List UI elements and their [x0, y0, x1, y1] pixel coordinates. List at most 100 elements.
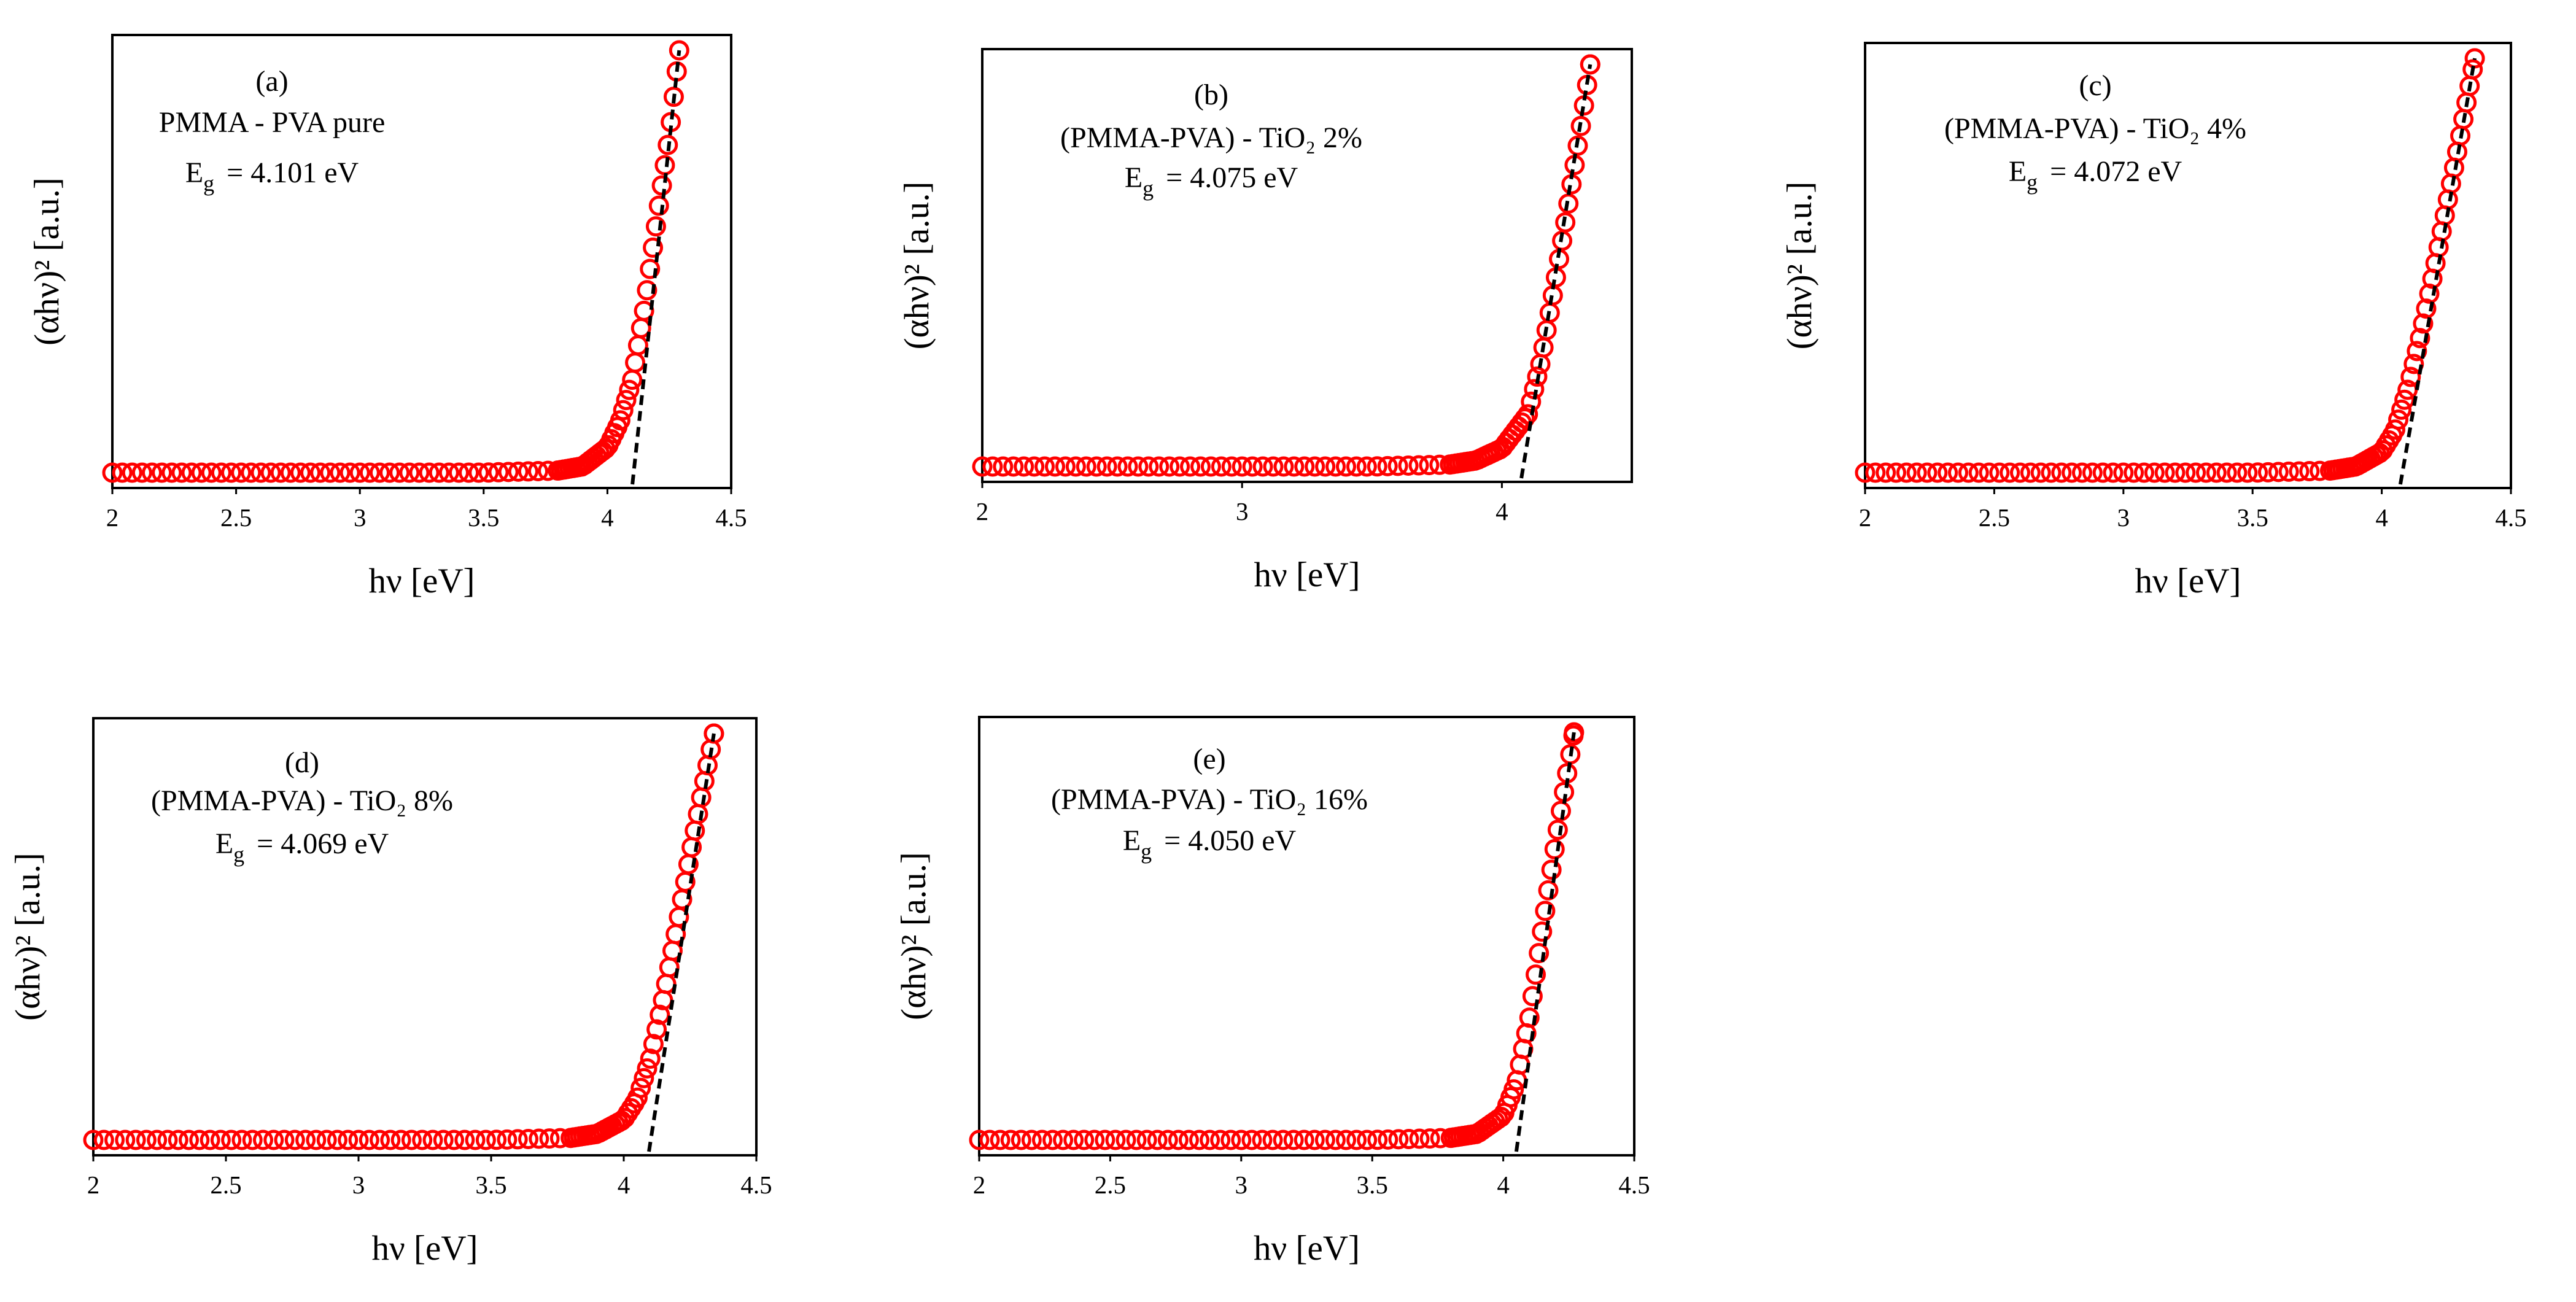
data-point — [454, 1130, 475, 1150]
data-point — [1220, 1130, 1241, 1150]
data-point — [2062, 462, 2082, 483]
data-point — [1076, 456, 1096, 477]
x-tick-label: 4 — [1496, 497, 1508, 525]
data-point — [2092, 462, 2113, 483]
data-point — [1570, 115, 1591, 136]
data-point — [115, 1130, 136, 1150]
data-point — [529, 1128, 549, 1149]
data-point — [1958, 462, 1979, 483]
band-gap-label: Eg = 4.050 eV — [1123, 824, 1297, 864]
data-point — [369, 462, 390, 483]
x-tick-label: 4.5 — [1618, 1171, 1650, 1199]
data-point — [380, 1130, 401, 1150]
panel-c: 2 2.5 3 3.5 4 4.5 hν [eV] (αhν)² [a.u.] (c) (PMMA… — [1780, 42, 2527, 600]
data-point — [1096, 456, 1117, 477]
data-point — [1408, 455, 1429, 476]
data-point — [448, 462, 469, 483]
data-point — [1284, 456, 1305, 477]
data-point — [1503, 1079, 1524, 1100]
data-point — [242, 1130, 263, 1150]
data-point — [1552, 230, 1573, 251]
data-point — [221, 1130, 242, 1150]
data-point — [1252, 456, 1273, 477]
data-point — [1138, 456, 1159, 477]
data-point — [2144, 462, 2165, 483]
data-point — [231, 462, 252, 483]
data-point — [157, 1130, 178, 1150]
data-point — [270, 462, 291, 483]
data-point — [972, 456, 993, 477]
data-point — [2051, 462, 2072, 483]
data-point — [1938, 462, 1958, 483]
x-tick-label: 3.5 — [2237, 503, 2268, 532]
data-point — [2030, 462, 2051, 483]
data-point — [1147, 1130, 1168, 1150]
data-point — [1335, 456, 1356, 477]
x-tick-label: 2 — [973, 1171, 986, 1199]
x-tick-label: 2 — [87, 1171, 100, 1199]
data-point — [1927, 462, 1948, 483]
data-point — [1149, 456, 1170, 477]
panel-e: 2 2.5 3 3.5 4 4.5 hν [eV] (αhν)² [a.u.] (e) (PMMA… — [894, 716, 1650, 1268]
data-point — [2227, 462, 2248, 483]
data-point — [231, 1130, 252, 1150]
data-point — [2416, 298, 2437, 319]
data-point — [1515, 408, 1535, 429]
data-point — [648, 195, 669, 216]
data-point — [2237, 462, 2258, 483]
data-point — [300, 462, 321, 483]
data-point — [1356, 456, 1377, 477]
data-point — [201, 462, 222, 483]
data-point — [1968, 462, 1989, 483]
data-point — [2175, 462, 2196, 483]
data-point — [1273, 456, 1294, 477]
data-point — [1034, 456, 1055, 477]
data-point — [2248, 462, 2268, 483]
data-markers — [969, 722, 1585, 1150]
data-point — [982, 456, 1003, 477]
data-point — [486, 1130, 507, 1150]
data-point — [2410, 328, 2431, 349]
data-point — [1564, 722, 1585, 743]
data-point — [1262, 1130, 1283, 1150]
panel-a: 2 2.5 3 3.5 4 4.5 hν [eV] (αhν)² [a.u.] (a) PMMA … — [28, 34, 747, 600]
data-point — [640, 1048, 661, 1069]
data-point — [274, 1130, 295, 1150]
data-point — [263, 1130, 284, 1150]
x-tick-label: 2.5 — [210, 1171, 241, 1199]
data-point — [2413, 313, 2434, 334]
data-point — [1304, 1130, 1325, 1150]
data-point — [646, 1019, 667, 1040]
data-point — [433, 1130, 454, 1150]
data-point — [645, 216, 666, 237]
data-point — [1917, 462, 1938, 483]
data-point — [1024, 456, 1045, 477]
x-tick-label: 3 — [2117, 503, 2130, 532]
data-point — [102, 462, 123, 483]
data-point — [2403, 354, 2424, 374]
data-point — [2391, 399, 2412, 420]
data-point — [518, 461, 538, 482]
data-point — [419, 462, 440, 483]
data-point — [1388, 1129, 1409, 1150]
data-point — [1865, 462, 1886, 483]
band-gap-value: = 4.072 eV — [2043, 155, 2182, 188]
data-point — [969, 1130, 990, 1150]
data-point — [2206, 462, 2227, 483]
data-point — [1178, 1130, 1199, 1150]
x-tick-label: 2.5 — [220, 503, 252, 532]
data-point — [252, 1130, 273, 1150]
data-point — [370, 1130, 390, 1150]
data-point — [2278, 461, 2299, 482]
data-point — [993, 456, 1014, 477]
x-tick-label: 4 — [601, 503, 614, 532]
data-point — [1136, 1130, 1157, 1150]
data-point — [1541, 859, 1562, 880]
data-point — [613, 400, 634, 420]
data-point — [1419, 1128, 1440, 1149]
data-point — [634, 300, 654, 321]
data-point — [2268, 462, 2289, 482]
data-point — [1294, 456, 1315, 477]
data-point — [1399, 1128, 1419, 1149]
x-axis-label: hν [eV] — [369, 562, 475, 600]
